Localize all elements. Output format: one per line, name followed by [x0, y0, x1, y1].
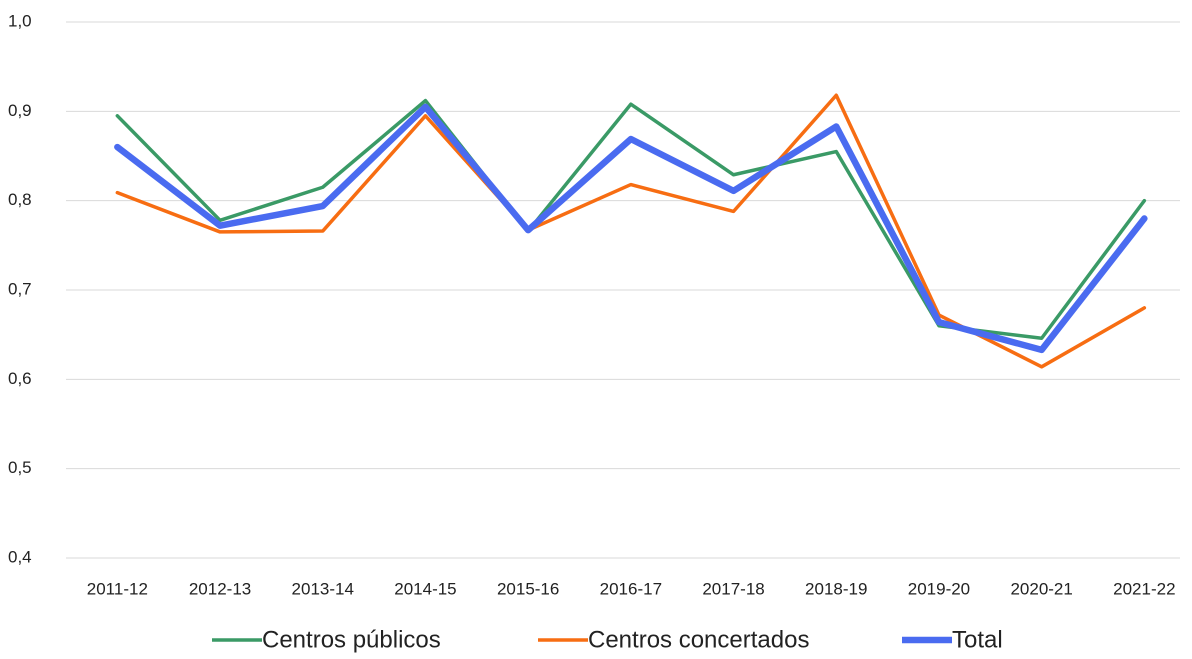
y-tick-label: 0,7: [8, 279, 32, 298]
legend-label: Centros concertados: [588, 626, 809, 653]
y-tick-label: 1,0: [8, 11, 32, 30]
legend-label: Total: [952, 626, 1003, 653]
series-line: [114, 103, 1148, 354]
y-tick-label: 0,4: [8, 547, 32, 566]
y-tick-label: 0,9: [8, 101, 32, 120]
x-tick-label: 2020-21: [1010, 579, 1072, 598]
legend-label: Centros públicos: [262, 626, 441, 653]
x-tick-label: 2014-15: [394, 579, 456, 598]
x-tick-label: 2011-12: [87, 579, 148, 598]
x-tick-label: 2016-17: [600, 579, 662, 598]
x-tick-label: 2012-13: [189, 579, 251, 598]
y-tick-label: 0,5: [8, 458, 32, 477]
x-tick-label: 2017-18: [702, 579, 764, 598]
x-tick-label: 2015-16: [497, 579, 559, 598]
x-tick-label: 2019-20: [908, 579, 970, 598]
x-tick-label: 2013-14: [292, 579, 354, 598]
y-tick-label: 0,8: [8, 190, 32, 209]
x-tick-label: 2021-22: [1113, 579, 1175, 598]
y-tick-label: 0,6: [8, 369, 32, 388]
x-tick-label: 2018-19: [805, 579, 867, 598]
